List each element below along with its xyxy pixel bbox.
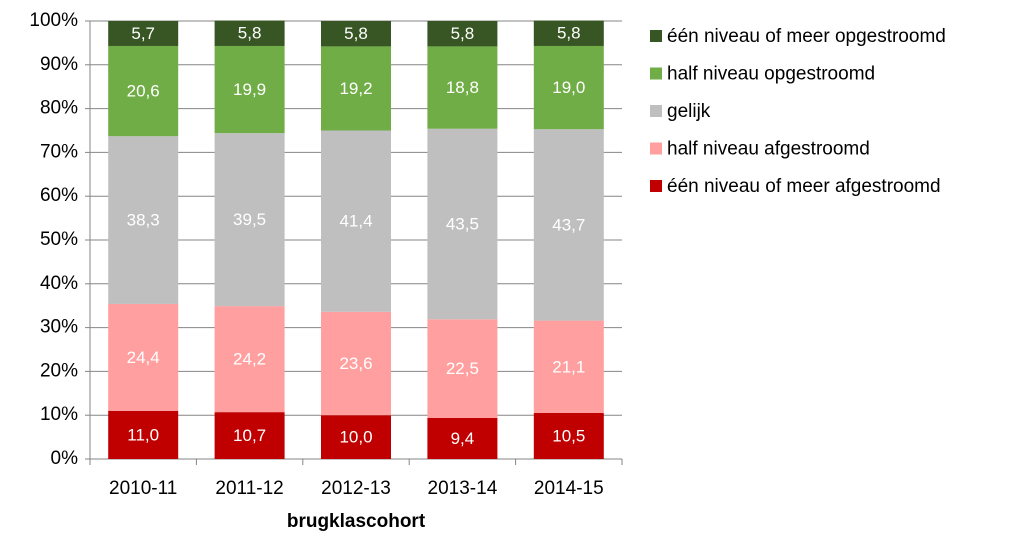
bar-segment	[427, 21, 498, 47]
bar-segment	[533, 320, 604, 414]
legend-swatch	[650, 180, 662, 192]
bar-segment	[321, 311, 391, 416]
value-label: 22,5	[446, 359, 479, 378]
legend-swatch	[650, 105, 662, 117]
value-label: 20,6	[127, 82, 160, 101]
value-label: 9,4	[451, 429, 475, 448]
bar-segment	[214, 45, 285, 134]
y-tick-label: 0%	[51, 448, 79, 469]
legend-label: één niveau of meer opgestroomd	[667, 26, 946, 47]
value-label: 10,7	[233, 426, 266, 445]
value-label: 5,8	[557, 24, 581, 43]
bar-segment	[427, 128, 498, 320]
y-tick-label: 30%	[40, 317, 78, 338]
x-tick-label: 2014-15	[534, 478, 604, 499]
y-tick-label: 20%	[40, 360, 78, 381]
y-tick-label: 60%	[40, 185, 78, 206]
bar-segment	[427, 46, 498, 129]
value-label: 18,8	[446, 78, 479, 97]
x-tick-label: 2010-11	[109, 478, 177, 499]
bar-segment	[108, 136, 179, 304]
bar-segment	[427, 417, 498, 459]
value-label: 10,5	[552, 426, 585, 445]
value-label: 5,8	[344, 24, 368, 43]
bar-segment	[321, 415, 391, 459]
legend-swatch	[650, 30, 662, 42]
y-tick-label: 90%	[40, 54, 78, 75]
x-tick-label: 2011-12	[215, 478, 283, 499]
value-label: 5,8	[451, 24, 475, 43]
value-label: 5,7	[131, 24, 155, 43]
bar-segment	[533, 413, 604, 459]
y-tick-label: 70%	[40, 141, 78, 162]
value-label: 23,6	[339, 354, 372, 373]
x-axis-label: brugklascohort	[287, 511, 426, 532]
bar-segment	[108, 21, 179, 46]
bar-segment	[533, 45, 604, 130]
value-label: 43,5	[446, 214, 479, 233]
value-label: 43,7	[552, 215, 585, 234]
bar-segment	[533, 129, 604, 321]
value-label: 10,0	[339, 428, 372, 447]
value-label: 24,2	[233, 350, 266, 369]
y-tick-label: 10%	[40, 404, 78, 425]
bar-segment	[214, 133, 285, 307]
y-tick-label: 100%	[29, 10, 78, 31]
bar-segment	[321, 46, 391, 131]
legend-label: één niveau of meer afgestroomd	[667, 176, 941, 197]
bar-segment	[214, 306, 285, 413]
value-label: 21,1	[552, 357, 585, 376]
value-label: 38,3	[127, 211, 160, 230]
value-label: 19,2	[339, 79, 372, 98]
bar-segment	[321, 21, 391, 47]
value-label: 24,4	[127, 348, 160, 367]
y-tick-label: 50%	[40, 229, 78, 250]
legend-label: half niveau opgestroomd	[667, 64, 875, 85]
bar-segment	[533, 20, 604, 46]
y-tick-label: 80%	[40, 98, 78, 119]
value-label: 11,0	[127, 425, 159, 444]
value-label: 19,9	[233, 80, 266, 99]
bar-segment	[214, 412, 285, 459]
value-label: 19,0	[552, 78, 585, 97]
bar-segment	[427, 319, 498, 418]
bar-segment	[321, 130, 391, 312]
value-label: 41,4	[339, 212, 372, 231]
bar-segment	[214, 20, 285, 46]
value-label: 39,5	[233, 210, 266, 229]
y-tick-label: 40%	[40, 273, 78, 294]
bar-segment	[108, 45, 179, 137]
value-label: 5,8	[238, 24, 262, 43]
legend-swatch	[650, 67, 662, 80]
bar-segment	[108, 410, 179, 459]
bar-segment	[108, 303, 179, 411]
legend-label: gelijk	[667, 101, 711, 122]
x-tick-label: 2013-14	[428, 478, 498, 499]
x-tick-label: 2012-13	[321, 478, 391, 499]
legend-swatch	[650, 142, 662, 155]
legend-label: half niveau afgestroomd	[667, 139, 870, 160]
